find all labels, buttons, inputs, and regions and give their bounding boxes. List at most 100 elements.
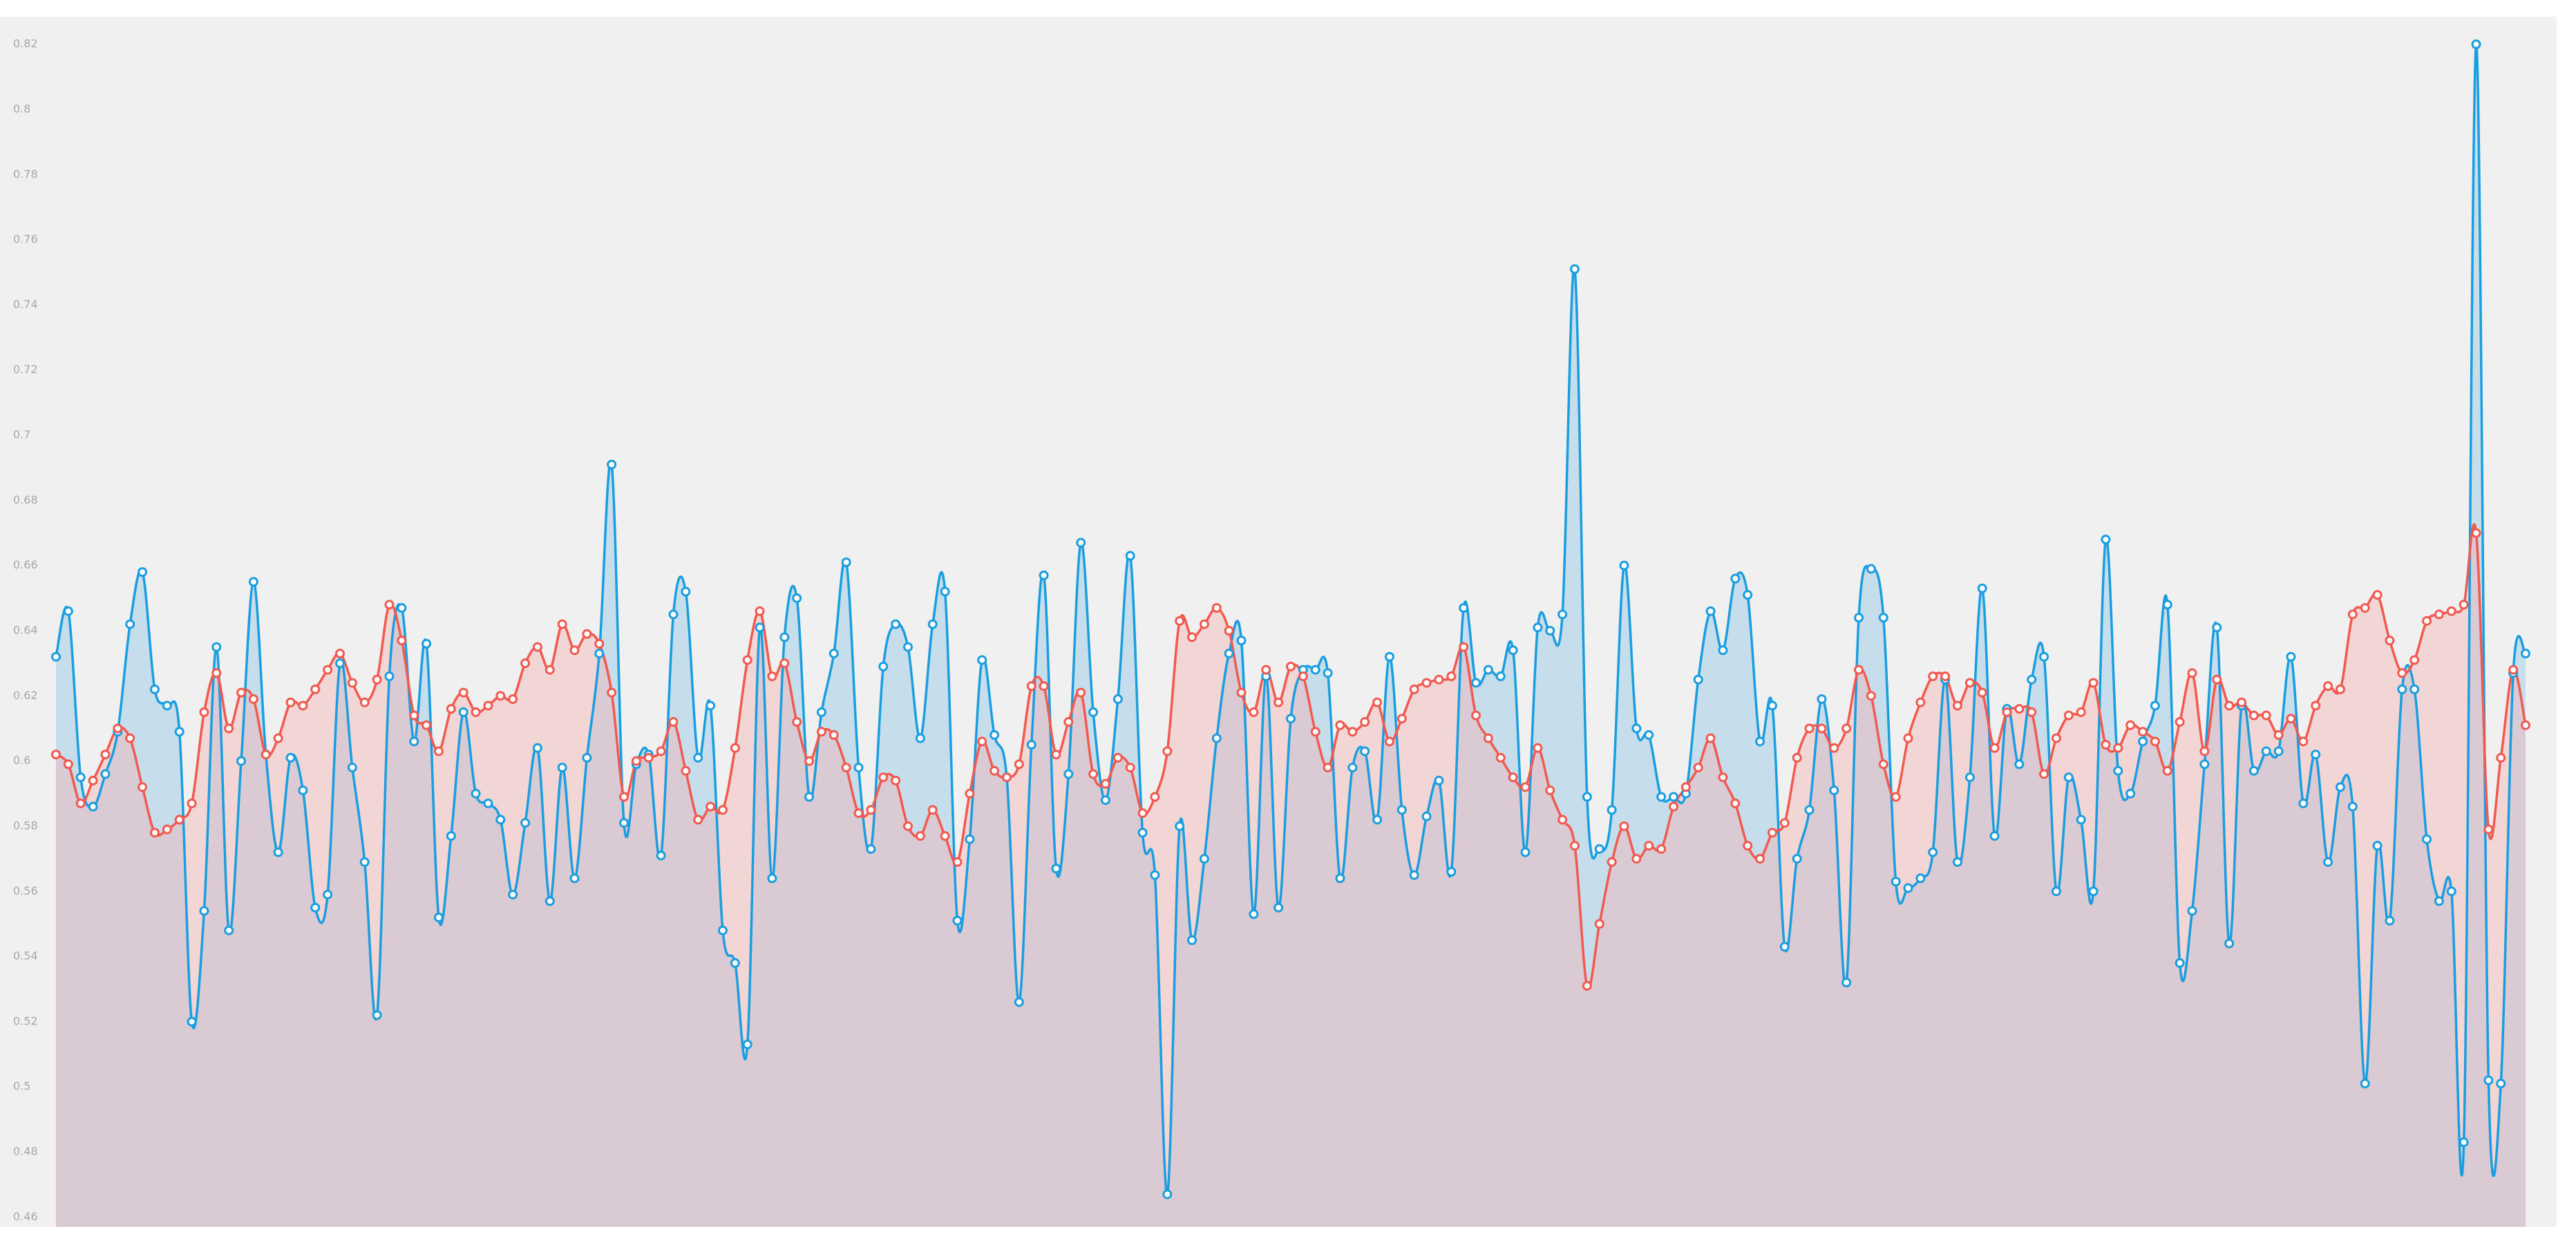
- data-point: [310, 902, 321, 913]
- data-point: [372, 1010, 382, 1020]
- data-point: [656, 850, 666, 861]
- data-point: [1039, 681, 1049, 692]
- data-point: [2175, 958, 2185, 969]
- data-point: [2088, 678, 2099, 688]
- data-point: [1570, 264, 1580, 274]
- data-point: [1323, 668, 1333, 678]
- data-point: [2446, 606, 2456, 616]
- data-point: [1051, 864, 1061, 874]
- data-point: [1063, 769, 1074, 779]
- y-tick-label: 0.56: [13, 884, 38, 897]
- data-point: [940, 831, 950, 841]
- data-point: [335, 658, 345, 669]
- data-point: [1582, 792, 1592, 802]
- data-point: [174, 727, 184, 737]
- data-point: [323, 665, 333, 675]
- data-point: [1755, 854, 1765, 864]
- data-point: [88, 801, 98, 812]
- y-tick-label: 0.66: [13, 558, 38, 571]
- data-point: [273, 733, 283, 743]
- data-point: [1162, 1189, 1173, 1199]
- data-point: [1459, 642, 1469, 652]
- data-point: [1434, 674, 1444, 685]
- data-point: [1150, 870, 1160, 880]
- data-point: [2360, 602, 2370, 613]
- data-point: [866, 843, 876, 854]
- data-point: [2471, 528, 2481, 538]
- data-point: [804, 756, 815, 766]
- data-point: [742, 655, 752, 665]
- data-point: [2224, 700, 2235, 711]
- data-point: [853, 763, 864, 773]
- data-point: [767, 671, 777, 682]
- data-point: [755, 606, 765, 616]
- data-point: [422, 638, 432, 649]
- data-point: [2496, 1078, 2506, 1089]
- data-point: [397, 636, 407, 646]
- data-point: [952, 857, 963, 867]
- data-point: [1705, 606, 1716, 616]
- data-point: [2483, 824, 2494, 835]
- data-point: [187, 1016, 197, 1027]
- y-tick-label: 0.68: [13, 493, 38, 506]
- data-point: [1236, 687, 1247, 698]
- data-point: [2063, 772, 2074, 783]
- data-point: [1804, 723, 1815, 734]
- data-point: [2261, 746, 2271, 756]
- data-point: [1249, 707, 1259, 717]
- data-point: [149, 828, 160, 838]
- data-point: [1026, 681, 1036, 692]
- data-point: [1372, 814, 1383, 825]
- data-point: [1162, 746, 1173, 756]
- data-point: [693, 752, 703, 763]
- data-point: [569, 873, 580, 884]
- data-point: [730, 743, 740, 753]
- data-point: [705, 801, 716, 812]
- data-point: [1286, 714, 1296, 724]
- data-point: [384, 600, 395, 610]
- data-point: [952, 915, 963, 926]
- data-point: [2273, 746, 2284, 756]
- data-point: [1421, 811, 1432, 821]
- data-point: [1952, 857, 1962, 867]
- data-point: [569, 645, 580, 656]
- data-point: [2323, 857, 2333, 867]
- data-point: [1989, 831, 2000, 841]
- data-point: [2039, 651, 2049, 662]
- data-point: [1619, 560, 1629, 571]
- data-point: [2335, 684, 2345, 694]
- data-point: [1619, 821, 1629, 831]
- data-point: [2323, 681, 2333, 692]
- data-point: [1817, 723, 1827, 734]
- data-point: [1743, 841, 1753, 851]
- data-point: [643, 752, 654, 763]
- data-point: [1310, 727, 1320, 737]
- data-point: [1125, 551, 1135, 561]
- y-tick-label: 0.82: [13, 37, 38, 50]
- data-point: [174, 814, 184, 825]
- data-point: [125, 733, 135, 743]
- data-point: [2422, 834, 2432, 844]
- data-point: [681, 587, 691, 597]
- data-point: [1730, 573, 1741, 584]
- data-point: [359, 697, 370, 707]
- data-point: [1718, 772, 1728, 783]
- y-tick-label: 0.6: [13, 754, 30, 767]
- data-point: [1261, 665, 1271, 675]
- data-point: [285, 697, 296, 707]
- data-point: [1644, 841, 1654, 851]
- data-point: [1508, 645, 1518, 656]
- data-point: [63, 759, 73, 770]
- data-point: [816, 727, 826, 737]
- data-point: [2187, 668, 2197, 678]
- data-point: [508, 694, 518, 705]
- data-point: [224, 925, 234, 935]
- data-point: [1051, 750, 1061, 760]
- data-point: [2014, 759, 2025, 770]
- data-point: [359, 857, 370, 867]
- data-point: [162, 700, 172, 711]
- data-point: [2088, 886, 2099, 897]
- data-point: [2113, 765, 2123, 776]
- y-tick-label: 0.7: [13, 428, 30, 441]
- data-point: [2311, 750, 2321, 760]
